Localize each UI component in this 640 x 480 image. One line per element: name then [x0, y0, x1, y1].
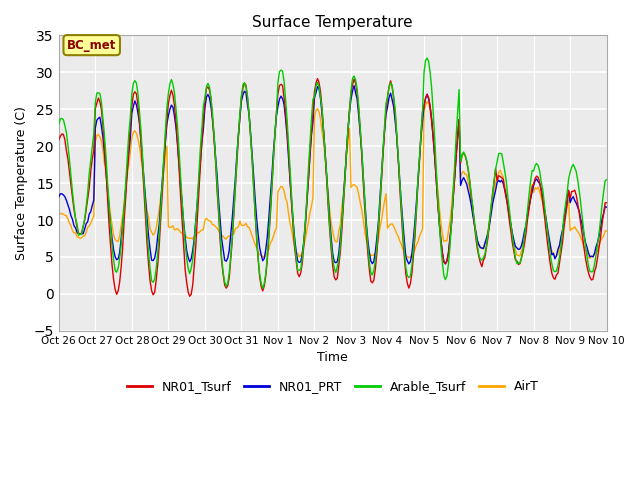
- Arable_Tsurf: [423, 55, 431, 61]
- Y-axis label: Surface Temperature (C): Surface Temperature (C): [15, 106, 28, 260]
- NR01_Tsurf: [370, 277, 378, 283]
- Arable_Tsurf: [399, 227, 406, 232]
- Line: NR01_Tsurf: NR01_Tsurf: [59, 79, 607, 296]
- Arable_Tsurf: [70, 203, 78, 209]
- NR01_Tsurf: [186, 293, 193, 299]
- Legend: NR01_Tsurf, NR01_PRT, Arable_Tsurf, AirT: NR01_Tsurf, NR01_PRT, Arable_Tsurf, AirT: [122, 375, 544, 398]
- AirT: [397, 241, 405, 247]
- Arable_Tsurf: [603, 177, 611, 182]
- Text: BC_met: BC_met: [67, 38, 116, 52]
- Arable_Tsurf: [387, 80, 394, 86]
- Line: Arable_Tsurf: Arable_Tsurf: [59, 58, 607, 288]
- X-axis label: Time: Time: [317, 351, 348, 364]
- Line: NR01_PRT: NR01_PRT: [59, 85, 607, 264]
- NR01_Tsurf: [388, 84, 396, 90]
- Title: Surface Temperature: Surface Temperature: [252, 15, 413, 30]
- AirT: [367, 253, 374, 259]
- NR01_Tsurf: [314, 76, 321, 82]
- Arable_Tsurf: [55, 121, 63, 127]
- NR01_PRT: [369, 261, 376, 266]
- Line: AirT: AirT: [59, 102, 607, 258]
- Arable_Tsurf: [369, 272, 376, 278]
- NR01_Tsurf: [70, 207, 78, 213]
- Arable_Tsurf: [259, 286, 267, 291]
- AirT: [70, 230, 78, 236]
- Arable_Tsurf: [157, 204, 164, 210]
- NR01_PRT: [157, 200, 164, 205]
- AirT: [423, 99, 431, 105]
- NR01_Tsurf: [539, 199, 547, 204]
- NR01_PRT: [399, 218, 406, 224]
- NR01_Tsurf: [603, 200, 611, 205]
- NR01_Tsurf: [401, 253, 408, 259]
- NR01_PRT: [603, 204, 611, 210]
- NR01_PRT: [55, 194, 63, 200]
- Arable_Tsurf: [539, 187, 547, 192]
- NR01_PRT: [442, 261, 449, 267]
- NR01_PRT: [70, 223, 78, 228]
- AirT: [538, 195, 545, 201]
- NR01_PRT: [387, 90, 394, 96]
- NR01_PRT: [350, 83, 358, 88]
- NR01_Tsurf: [55, 137, 63, 143]
- NR01_PRT: [539, 195, 547, 201]
- AirT: [157, 193, 164, 199]
- AirT: [55, 213, 63, 218]
- AirT: [385, 223, 393, 229]
- AirT: [586, 255, 594, 261]
- AirT: [603, 228, 611, 234]
- NR01_Tsurf: [157, 215, 164, 221]
